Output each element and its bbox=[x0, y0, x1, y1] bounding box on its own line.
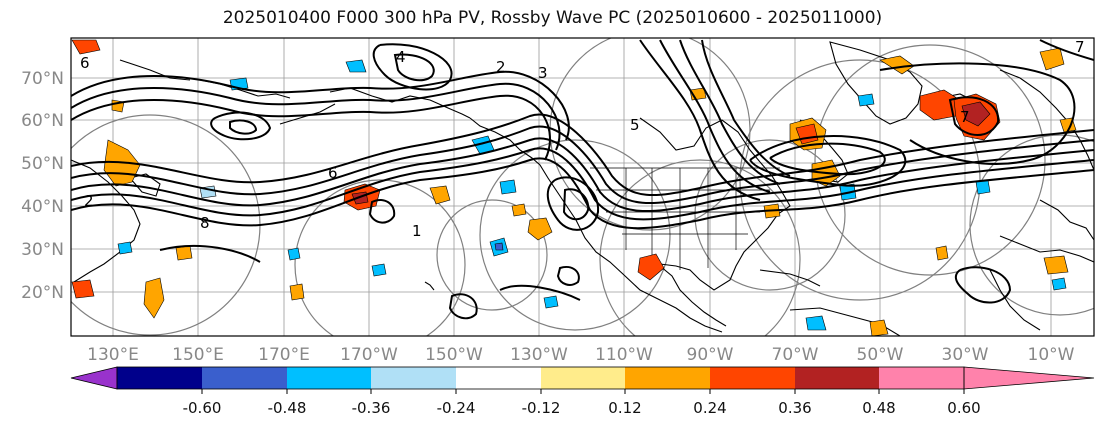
lon-label: 50°W bbox=[857, 345, 904, 365]
colorbar-tick-label: 0.36 bbox=[778, 399, 811, 417]
lon-label: 70°W bbox=[772, 345, 819, 365]
contour-label: 8 bbox=[200, 214, 210, 232]
map-frame bbox=[70, 37, 1095, 337]
colorbar-tick-label: -0.48 bbox=[268, 399, 307, 417]
lat-label: 70°N bbox=[21, 69, 64, 89]
colorbar-extend-high-tip bbox=[963, 366, 1095, 390]
colorbar-tick-label: -0.24 bbox=[437, 399, 476, 417]
colorbar-tick-label: -0.60 bbox=[183, 399, 222, 417]
colorbar-tick-label: 0.48 bbox=[862, 399, 895, 417]
contour-label: 3 bbox=[538, 64, 548, 82]
pv-contours bbox=[71, 39, 1094, 320]
colorbar-tick-label: -0.36 bbox=[352, 399, 391, 417]
lon-label: 30°W bbox=[942, 345, 989, 365]
colorbar-last-segment bbox=[879, 367, 964, 389]
lat-labels: 70°N 60°N 50°N 40°N 30°N 20°N bbox=[21, 69, 64, 303]
contour-label: 6 bbox=[80, 54, 90, 72]
colorbar-segment bbox=[625, 367, 710, 389]
colorbar-segment bbox=[202, 367, 287, 389]
contour-label: 4 bbox=[396, 48, 406, 66]
colorbar-tick-label: 0.24 bbox=[693, 399, 726, 417]
lon-label: 90°W bbox=[687, 345, 734, 365]
colorbar-extend-low bbox=[70, 366, 118, 390]
contour-label: 5 bbox=[630, 116, 640, 134]
colorbar-segment bbox=[541, 367, 625, 389]
colorbar-ticks bbox=[201, 389, 965, 394]
lat-label: 50°N bbox=[21, 154, 64, 174]
colorbar-segment bbox=[710, 367, 795, 389]
lon-label: 150°E bbox=[172, 345, 224, 365]
lon-label: 170°W bbox=[340, 345, 398, 365]
map-title: 2025010400 F000 300 hPa PV, Rossby Wave … bbox=[222, 8, 883, 28]
lat-label: 30°N bbox=[21, 240, 64, 260]
contour-label: 6 bbox=[328, 164, 338, 182]
colorbar-segment bbox=[371, 367, 456, 389]
contour-label: 7 bbox=[1075, 38, 1085, 56]
lon-label: 110°W bbox=[595, 345, 653, 365]
lat-label: 40°N bbox=[21, 197, 64, 217]
contour-label: 1 bbox=[412, 222, 422, 240]
colorbar-segment bbox=[795, 367, 879, 389]
lon-label: 130°W bbox=[510, 345, 568, 365]
lon-labels: 130°E 150°E 170°E 170°W 150°W 130°W 110°… bbox=[87, 345, 1075, 365]
lat-label: 20°N bbox=[21, 283, 64, 303]
contour-label: 2 bbox=[84, 192, 94, 210]
colorbar-segment bbox=[287, 367, 371, 389]
wave-packet-circles bbox=[71, 38, 1094, 336]
colorbar: -0.60 -0.48 -0.36 -0.24 -0.12 0.12 0.24 … bbox=[70, 366, 1095, 417]
lon-label: 150°W bbox=[425, 345, 483, 365]
map-background bbox=[71, 38, 1094, 336]
lon-label: 10°W bbox=[1028, 345, 1075, 365]
lat-label: 60°N bbox=[21, 111, 64, 131]
colorbar-segment bbox=[117, 367, 202, 389]
colorbar-tick-label: -0.12 bbox=[522, 399, 561, 417]
contour-label: 7 bbox=[960, 108, 970, 126]
lon-label: 130°E bbox=[87, 345, 139, 365]
contour-label: 2 bbox=[496, 58, 506, 76]
colorbar-tick-label: 0.12 bbox=[608, 399, 641, 417]
lon-label: 170°E bbox=[258, 345, 310, 365]
contour-labels: 6 7 2 3 4 5 6 7 8 2 1 bbox=[80, 38, 1085, 240]
colorbar-segment bbox=[456, 367, 541, 389]
colorbar-tick-label: 0.60 bbox=[947, 399, 980, 417]
